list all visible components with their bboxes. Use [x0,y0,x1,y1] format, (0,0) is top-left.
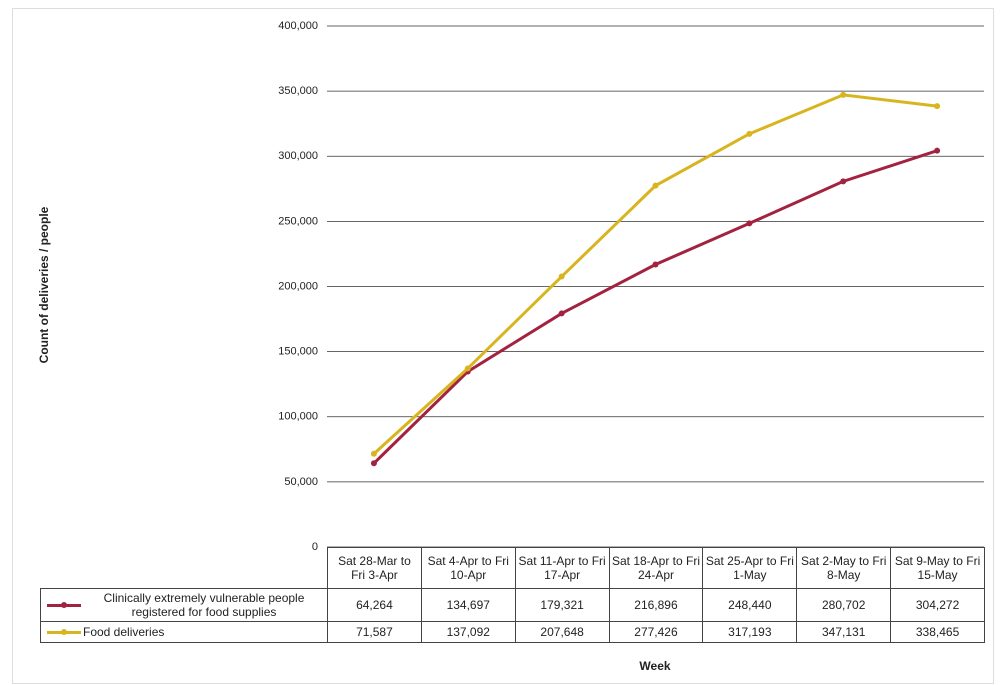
point-marker [840,91,847,98]
point-marker [652,182,659,189]
y-axis-label: Count of deliveries / people [37,206,51,363]
x-axis-label: Week [639,659,670,673]
value-cell: 317,193 [702,621,798,643]
y-tick-label: 300,000 [278,150,318,162]
legend-label: Clinically extremely vulnerable people r… [103,591,305,619]
category-cell: Sat 2-May to Fri 8-May [796,547,892,589]
category-cell: Sat 9-May to Fri 15-May [890,547,985,589]
value-cell: 134,697 [420,588,516,622]
value-cell: 216,896 [608,588,704,622]
point-marker [558,310,565,317]
y-tick-label: 150,000 [278,346,318,358]
value-cell: 207,648 [514,621,610,643]
chart-frame [12,8,994,684]
category-cell: Sat 11-Apr to Fri 17-Apr [514,547,610,589]
y-tick-label: 200,000 [278,280,318,292]
value-cell: 338,465 [890,621,985,643]
legend-key [47,600,81,610]
y-tick-label: 250,000 [278,215,318,227]
value-cell: 347,131 [796,621,892,643]
point-marker [370,460,377,467]
value-cell: 304,272 [890,588,985,622]
y-tick-label: 400,000 [278,20,318,32]
category-cell: Sat 28-Mar to Fri 3-Apr [327,547,422,589]
value-cell: 64,264 [327,588,422,622]
value-cell: 248,440 [702,588,798,622]
point-marker [746,130,753,137]
legend-cell: Food deliveries [40,621,328,643]
legend-label: Food deliveries [83,625,165,639]
point-marker [840,178,847,185]
y-tick-label: 100,000 [278,411,318,423]
category-cell: Sat 4-Apr to Fri 10-Apr [420,547,516,589]
series-line [372,93,938,455]
y-tick-label: 0 [312,541,318,553]
value-cell: 71,587 [327,621,422,643]
value-cell: 280,702 [796,588,892,622]
point-marker [370,450,377,457]
point-marker [464,365,471,372]
point-marker [934,103,941,110]
point-marker [934,147,941,154]
value-cell: 277,426 [608,621,704,643]
legend-cell: Clinically extremely vulnerable people r… [40,588,328,622]
value-cell: 179,321 [514,588,610,622]
y-tick-label: 50,000 [284,476,318,488]
value-cell: 137,092 [420,621,516,643]
legend-key [47,627,81,637]
point-marker [746,220,753,227]
point-marker [652,261,659,268]
y-tick-label: 350,000 [278,85,318,97]
category-cell: Sat 18-Apr to Fri 24-Apr [608,547,704,589]
point-marker [558,273,565,280]
category-cell: Sat 25-Apr to Fri 1-May [702,547,798,589]
